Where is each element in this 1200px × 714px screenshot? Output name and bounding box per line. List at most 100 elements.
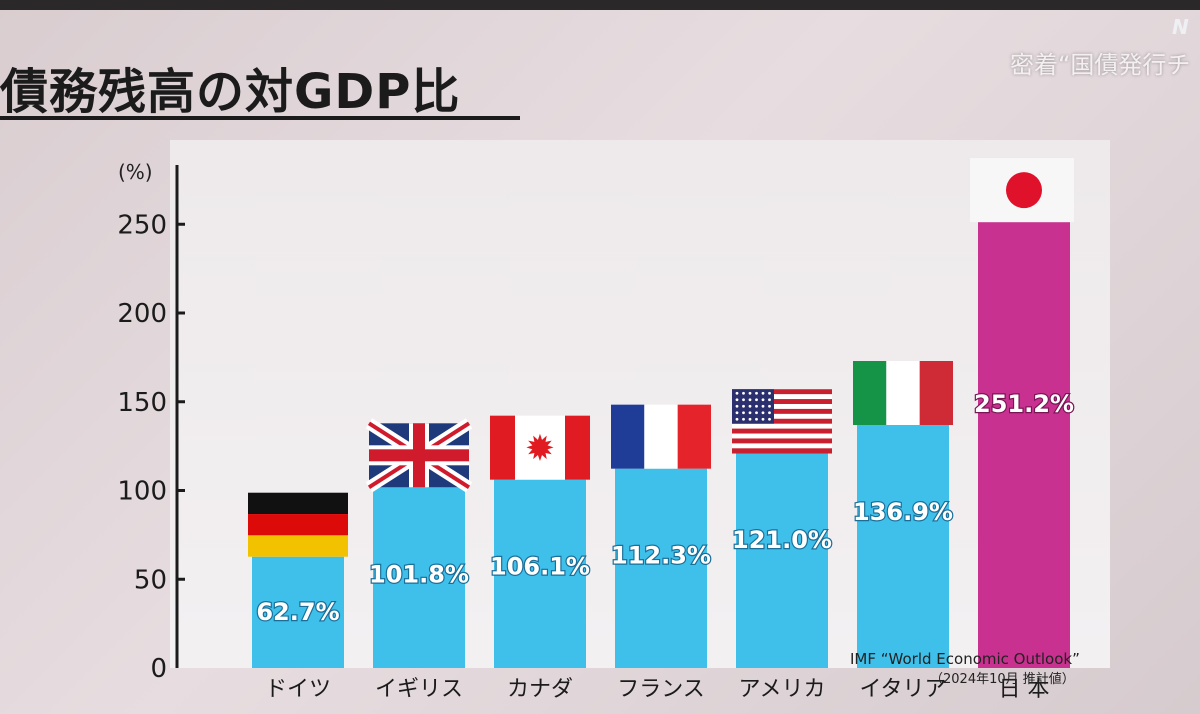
category-label: ドイツ: [265, 677, 331, 702]
flag-stripe: [611, 404, 645, 469]
flag-stripe: [732, 423, 832, 429]
flag-star: [748, 391, 752, 395]
flag-star: [742, 404, 745, 408]
flag-stripe: [732, 433, 832, 439]
flag-stripe: [732, 389, 832, 395]
bar: [857, 425, 949, 668]
flag-star: [761, 398, 765, 402]
canada-flag: ✹: [490, 415, 590, 480]
flag-star: [748, 411, 752, 415]
flag-stripe: [732, 448, 832, 454]
title-underline: [0, 116, 520, 120]
flag-stripe: [490, 415, 515, 480]
program-caption: 密着“国債発行チ: [1010, 51, 1191, 79]
flag-star: [735, 404, 739, 408]
flag-star: [742, 411, 745, 415]
uk-flag: [365, 418, 473, 493]
flag-stripe: [515, 415, 565, 480]
flag-stripe: [732, 438, 832, 444]
bar: [252, 556, 344, 668]
flag-star: [768, 404, 771, 408]
value-label: 106.1%: [490, 553, 590, 581]
flag-stripe: [644, 404, 678, 469]
flag-stripe: [732, 399, 832, 405]
flag-star: [768, 391, 771, 395]
bar: [494, 479, 586, 668]
y-tick-label: 200: [117, 299, 167, 329]
flag-star: [735, 411, 739, 415]
maple-leaf-icon: ✹: [525, 429, 555, 470]
flag-stripe: [919, 361, 953, 426]
flag-cross: [369, 449, 469, 462]
flag-stripe: [248, 514, 348, 536]
flag-star: [755, 391, 758, 395]
flag-star: [735, 391, 739, 395]
category-label: 日 本: [999, 677, 1050, 702]
category-label: フランス: [617, 677, 705, 702]
japan-flag: [970, 158, 1074, 223]
flag-stripe: [248, 535, 348, 557]
italy-flag: [853, 361, 953, 426]
bar: [373, 487, 465, 668]
y-tick-label: 0: [150, 654, 167, 684]
value-label: 101.8%: [369, 560, 469, 588]
flag-star: [761, 417, 765, 421]
flag-star: [768, 417, 771, 421]
usa-flag: [732, 389, 832, 454]
germany-flag: [248, 492, 348, 557]
flag-stripe: [853, 361, 887, 426]
bar: [978, 222, 1070, 668]
flag-stripe: [732, 428, 832, 434]
flag-stripe: [886, 361, 920, 426]
flag-star: [761, 404, 765, 408]
flag-star: [735, 398, 739, 402]
y-tick-label: 150: [117, 388, 167, 418]
y-axis-unit: (%): [118, 160, 153, 184]
flag-star: [742, 391, 745, 395]
flag-stripe: [677, 404, 711, 469]
value-label: 251.2%: [974, 390, 1074, 418]
category-label: アメリカ: [739, 677, 826, 702]
flag-canton: [732, 389, 774, 424]
flag-star: [768, 411, 771, 415]
flag-star: [748, 417, 752, 421]
flag-star: [755, 398, 758, 402]
flag-star: [742, 417, 745, 421]
y-tick-label: 50: [134, 565, 167, 595]
flag-stripe: [732, 413, 832, 420]
value-label: 121.0%: [732, 526, 832, 554]
flag-star: [761, 411, 765, 415]
flag-star: [735, 417, 739, 421]
value-label: 136.9%: [853, 498, 953, 526]
category-label: カナダ: [507, 677, 573, 702]
flag-stripe: [732, 408, 832, 415]
flag-stripe: [732, 418, 832, 424]
flag-star: [755, 411, 758, 415]
value-label: 112.3%: [611, 542, 711, 570]
flag-star: [755, 404, 758, 408]
flag-star: [761, 391, 765, 395]
france-flag: [611, 404, 711, 469]
category-label: イギリス: [375, 677, 463, 702]
y-tick-label: 250: [117, 210, 167, 240]
bar: [736, 453, 828, 668]
flag-star: [755, 417, 758, 421]
flag-stripe: [565, 415, 590, 480]
value-label: 62.7%: [256, 598, 339, 626]
flag-stripe: [732, 394, 832, 400]
flag-stripe: [248, 492, 348, 515]
broadcaster-logo: N: [1172, 15, 1189, 39]
flag-sun: [1006, 172, 1042, 209]
bar: [615, 468, 707, 668]
flag-stripe: [732, 443, 832, 449]
source-note: IMF “World Economic Outlook”: [850, 650, 1080, 668]
flag-star: [748, 404, 752, 408]
flag-star: [748, 398, 752, 402]
category-label: イタリア: [859, 677, 946, 702]
flag-star: [768, 398, 771, 402]
source-date: （2024年10月 推計値）: [930, 672, 1075, 687]
top-bezel: [0, 0, 1200, 10]
chart-title: 債務残高の対GDP比: [0, 64, 461, 120]
y-tick-label: 100: [117, 477, 167, 507]
